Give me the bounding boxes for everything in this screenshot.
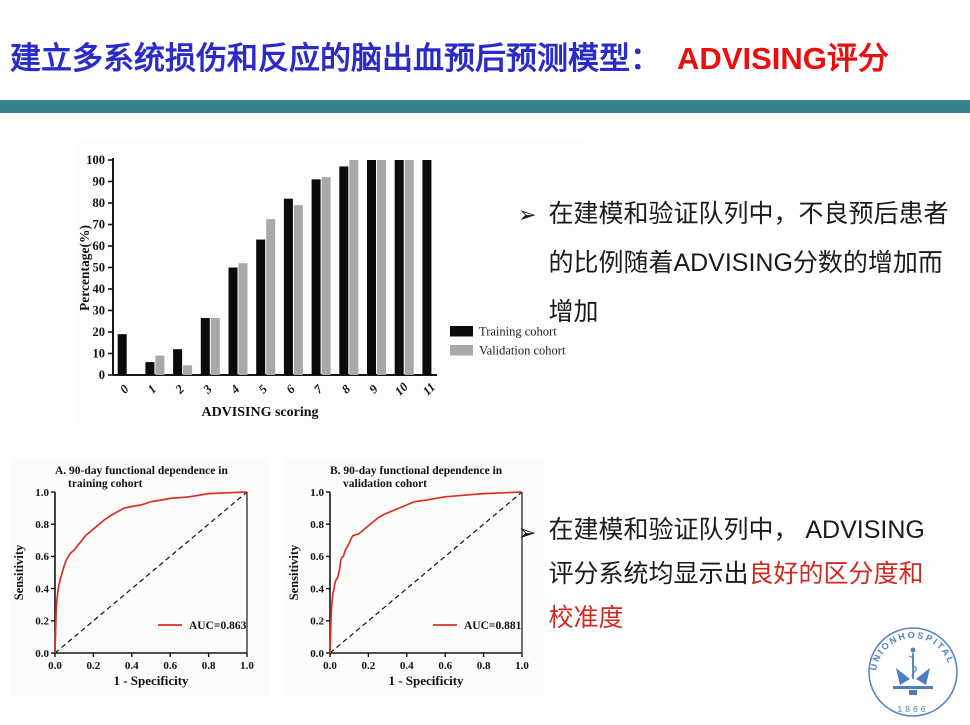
svg-text:0.6: 0.6 (310, 551, 324, 563)
svg-text:0.2: 0.2 (87, 660, 101, 672)
svg-text:6: 6 (283, 381, 298, 396)
title-divider-bar (0, 100, 970, 113)
svg-text:0.0: 0.0 (35, 648, 49, 660)
svg-text:0.0: 0.0 (323, 660, 337, 672)
svg-text:0.0: 0.0 (310, 648, 324, 660)
roc-title-line-2: validation cohort (343, 478, 427, 490)
roc-title-line-1: A. 90-day functional dependence in (55, 465, 228, 477)
union-hospital-logo: UNIONHOSPITAL 1866 (868, 627, 958, 717)
roc-curve (329, 491, 523, 654)
svg-text:100: 100 (86, 153, 105, 167)
bullet-1-line-1: 在建模和验证队列中，不良预后患者 (548, 200, 949, 228)
roc-chance-diagonal (54, 491, 248, 654)
svg-text:0.8: 0.8 (35, 519, 49, 531)
svg-text:1.0: 1.0 (240, 660, 254, 672)
svg-text:0.4: 0.4 (400, 660, 414, 672)
svg-text:1: 1 (145, 382, 159, 396)
roc-auc-legend: AUC=0.863 (158, 620, 247, 632)
roc-title-line-1: B. 90-day functional dependence in (330, 465, 503, 477)
svg-text:40: 40 (93, 282, 106, 296)
svg-text:7: 7 (311, 381, 326, 396)
bar-x-tick-labels: 0 1 2 3 4 5 6 7 8 9 10 11 (117, 379, 438, 398)
roc-title-line-2: training cohort (68, 478, 143, 490)
svg-text:1.0: 1.0 (35, 487, 49, 499)
svg-text:0.8: 0.8 (202, 660, 216, 672)
svg-text:1.0: 1.0 (310, 487, 324, 499)
bar-x-axis-label: ADVISING scoring (201, 405, 318, 420)
svg-text:11: 11 (420, 380, 438, 398)
bullet-2-line-2-black: 评分系统均显示出 (548, 560, 749, 588)
svg-text:AUC=0.881: AUC=0.881 (464, 620, 522, 632)
svg-text:0.4: 0.4 (35, 583, 49, 595)
svg-text:Validation cohort: Validation cohort (479, 344, 566, 358)
bar-y-axis-label: Percentage(%) (77, 225, 92, 311)
svg-text:50: 50 (93, 261, 106, 275)
svg-text:1.0: 1.0 (515, 660, 529, 672)
svg-text:0: 0 (99, 368, 105, 382)
slide-title-highlight: ADVISING评分 (677, 41, 889, 76)
roc-y-axis-label: Sensitivity (12, 544, 26, 600)
bullet-2-line-3: 校准度 (548, 604, 624, 632)
bullet-2-line-2: 评分系统均显示出良好的区分度和 (548, 552, 924, 596)
svg-text:Training cohort: Training cohort (479, 325, 557, 339)
roc-x-axis-label: 1 - Specificity (113, 673, 189, 688)
svg-text:8: 8 (339, 381, 354, 396)
roc-chance-diagonal (329, 491, 523, 654)
bar-legend: Training cohort Validation cohort (450, 325, 566, 358)
svg-text:AUC=0.863: AUC=0.863 (189, 620, 247, 632)
svg-text:10: 10 (93, 347, 106, 361)
svg-text:0.0: 0.0 (48, 660, 62, 672)
bullet-arrow-icon: ➢ (518, 202, 537, 227)
svg-text:0.4: 0.4 (125, 660, 139, 672)
slide-title: 建立多系统损伤和反应的脑出血预后预测模型： ADVISING评分 (10, 33, 962, 78)
slide-title-main: 建立多系统损伤和反应的脑出血预后预测模型： (10, 41, 661, 76)
svg-text:10: 10 (392, 379, 411, 398)
svg-text:0.2: 0.2 (362, 660, 376, 672)
svg-text:0.6: 0.6 (163, 660, 177, 672)
roc-curve (54, 491, 248, 654)
roc-ticks: 0.00.0 0.2 0.2 0.4 0.4 0.6 0.6 0.8 0.8 1.0 1.0 (310, 487, 529, 672)
bar-y-ticks: 0 10 20 30 40 50 60 70 80 90 100 (86, 153, 113, 382)
bullet-1-line-2: 的比例随着ADVISING分数的增加而 (548, 249, 943, 277)
bullet-2-line-2-red: 良好的区分度和 (748, 560, 924, 588)
bullet-2-text: 在建模和验证队列中， ADVISING 评分系统均显示出良好的区分度和 校准度 (548, 508, 924, 640)
svg-text:0.6: 0.6 (35, 551, 49, 563)
logo-year: 1866 (898, 704, 929, 714)
svg-text:70: 70 (93, 218, 106, 232)
bullet-proportion-increase: ➢ 在建模和验证队列中，不良预后患者 的比例随着ADVISING分数的增加而 增… (518, 190, 966, 337)
svg-text:4: 4 (227, 382, 242, 397)
svg-text:0.2: 0.2 (310, 616, 324, 628)
svg-text:3: 3 (200, 382, 215, 397)
caduceus-hands-icon (893, 647, 933, 695)
roc-auc-legend: AUC=0.881 (433, 620, 522, 632)
svg-text:0.8: 0.8 (310, 519, 324, 531)
bullet-discrimination-calibration: ➢ 在建模和验证队列中， ADVISING 评分系统均显示出良好的区分度和 校准… (518, 508, 968, 640)
bullet-arrow-icon: ➢ (518, 520, 537, 545)
svg-text:0.6: 0.6 (438, 660, 452, 672)
svg-text:30: 30 (93, 304, 106, 318)
bullet-2-line-1: 在建模和验证队列中， ADVISING (548, 516, 925, 544)
svg-text:80: 80 (93, 196, 106, 210)
svg-text:0: 0 (117, 381, 132, 396)
bullet-1-line-3: 增加 (548, 298, 599, 326)
svg-text:60: 60 (93, 239, 106, 253)
svg-text:90: 90 (93, 175, 106, 189)
bars-validation-cohort (155, 160, 414, 375)
svg-text:0.8: 0.8 (477, 660, 491, 672)
svg-text:2: 2 (172, 382, 187, 397)
svg-text:0.2: 0.2 (35, 616, 49, 628)
bars-training-cohort (117, 160, 432, 375)
roc-y-axis-label: Sensitivity (287, 544, 301, 600)
svg-text:9: 9 (367, 381, 382, 396)
roc-curve-training: A. 90-day functional dependence intraini… (10, 458, 270, 696)
roc-x-axis-label: 1 - Specificity (388, 673, 464, 688)
svg-text:20: 20 (93, 325, 106, 339)
roc-curve-validation: B. 90-day functional dependence invalida… (285, 458, 545, 696)
svg-text:5: 5 (256, 382, 270, 396)
bullet-1-text: 在建模和验证队列中，不良预后患者 的比例随着ADVISING分数的增加而 增加 (548, 190, 948, 337)
roc-ticks: 0.00.0 0.2 0.2 0.4 0.4 0.6 0.6 0.8 0.8 1.0 1.0 (35, 487, 254, 672)
svg-text:0.4: 0.4 (310, 583, 324, 595)
